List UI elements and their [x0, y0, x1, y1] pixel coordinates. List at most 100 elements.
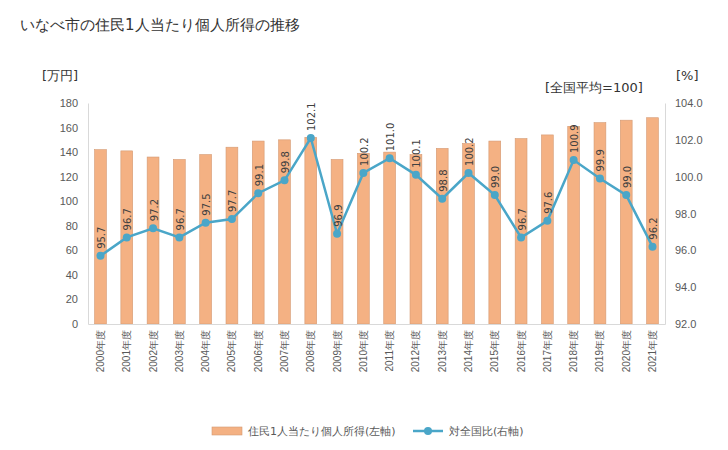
marker [333, 230, 341, 238]
bar [384, 152, 396, 324]
tick-label: 104.0 [675, 97, 703, 109]
x-axis: 2000年度2001年度2002年度2003年度2004年度2005年度2006… [89, 324, 666, 372]
data-label: 99.1 [254, 164, 265, 186]
tick: 104.0 [665, 97, 703, 109]
tick-label: 2004年度 [200, 330, 211, 372]
tick: 2019年度 [594, 324, 605, 372]
tick-label: 100 [60, 195, 78, 207]
tick: 80 [66, 220, 88, 232]
marker [596, 175, 604, 183]
marker [359, 169, 367, 177]
chart: いなべ市の住民1人当たり個人所得の推移020406080100120140160… [0, 0, 728, 450]
bar [147, 157, 159, 324]
data-label: 99.9 [595, 149, 606, 171]
line [100, 138, 652, 256]
data-label: 97.2 [149, 199, 160, 221]
tick-label: 60 [66, 244, 78, 256]
tick-label: 2011年度 [384, 330, 395, 372]
data-label: 98.8 [438, 170, 449, 192]
tick-label: 80 [66, 220, 78, 232]
tick-label: 2002年度 [148, 330, 159, 372]
data-label: 100.9 [569, 124, 580, 153]
legend-item: 対全国比(右軸) [413, 425, 524, 438]
tick-label: 2013年度 [437, 330, 448, 372]
tick-label: 2007年度 [279, 330, 290, 372]
tick: 2011年度 [384, 324, 395, 372]
bar [305, 137, 317, 324]
tick: 60 [66, 244, 88, 256]
data-label: 100.2 [359, 137, 370, 166]
bar [173, 159, 185, 324]
tick-label: 2019年度 [594, 330, 605, 372]
tick: 2017年度 [542, 324, 553, 372]
marker [543, 217, 551, 225]
y-axis-title: [万円] [42, 68, 78, 83]
tick-label: 2010年度 [358, 330, 369, 372]
data-label: 100.2 [464, 137, 475, 166]
tick: 2000年度 [95, 324, 106, 372]
tick-label: 2016年度 [516, 330, 527, 372]
tick-label: 2017年度 [542, 330, 553, 372]
tick: 2004年度 [200, 324, 211, 372]
tick: 2006年度 [253, 324, 264, 372]
tick-label: 160 [60, 122, 78, 134]
tick-label: 92.0 [675, 318, 696, 330]
tick: 2002年度 [148, 324, 159, 372]
bar [279, 140, 291, 324]
tick: 2008年度 [305, 324, 316, 372]
bar [226, 147, 238, 324]
tick: 2003年度 [174, 324, 185, 372]
tick-label: 40 [66, 269, 78, 281]
tick: 2020年度 [621, 324, 632, 372]
data-label: 99.0 [622, 166, 633, 188]
tick-label: 2020年度 [621, 330, 632, 372]
tick: 2009年度 [332, 324, 343, 372]
tick-label: 120 [60, 171, 78, 183]
y2-axis: 92.094.096.098.0100.0102.0104.0 [665, 97, 703, 330]
tick: 100 [60, 195, 88, 207]
bar [95, 150, 107, 324]
marker [307, 134, 315, 142]
legend-marker [424, 427, 432, 435]
legend: 住民1人当たり個人所得(左軸) 対全国比(右軸) [212, 425, 524, 438]
legend-item: 住民1人当たり個人所得(左軸) [212, 425, 396, 438]
data-label: 97.5 [201, 193, 212, 215]
data-label: 96.2 [648, 217, 659, 239]
tick-label: 102.0 [675, 134, 703, 146]
bar [620, 120, 632, 324]
tick: 120 [60, 171, 88, 183]
tick: 2015年度 [489, 324, 500, 372]
data-label: 96.7 [122, 208, 133, 230]
tick: 2012年度 [410, 324, 421, 372]
tick: 20 [66, 293, 88, 305]
data-label: 95.7 [96, 227, 107, 249]
bar [594, 123, 606, 324]
legend-label: 住民1人当たり個人所得(左軸) [248, 425, 396, 438]
tick-label: 20 [66, 293, 78, 305]
marker [491, 191, 499, 199]
bar [647, 118, 659, 324]
marker [123, 233, 131, 241]
tick: 2014年度 [463, 324, 474, 372]
bar [200, 155, 212, 324]
tick: 96.0 [665, 244, 696, 256]
data-labels: 95.796.797.296.797.597.799.199.8102.196.… [96, 102, 659, 249]
tick: 140 [60, 146, 88, 158]
bar [252, 141, 264, 324]
y2-axis-title: [%] [676, 68, 699, 83]
tick: 180 [60, 97, 88, 109]
bar-series [95, 118, 659, 324]
marker [386, 154, 394, 162]
tick: 94.0 [665, 281, 696, 293]
marker [280, 176, 288, 184]
tick-label: 2009年度 [332, 330, 343, 372]
tick-label: 0 [72, 318, 78, 330]
tick: 2005年度 [226, 324, 237, 372]
tick-label: 96.0 [675, 244, 696, 256]
bar [489, 141, 501, 324]
tick-label: 180 [60, 97, 78, 109]
legend-swatch [212, 427, 242, 435]
marker [202, 219, 210, 227]
data-label: 99.8 [280, 151, 291, 173]
tick-label: 2018年度 [568, 330, 579, 372]
